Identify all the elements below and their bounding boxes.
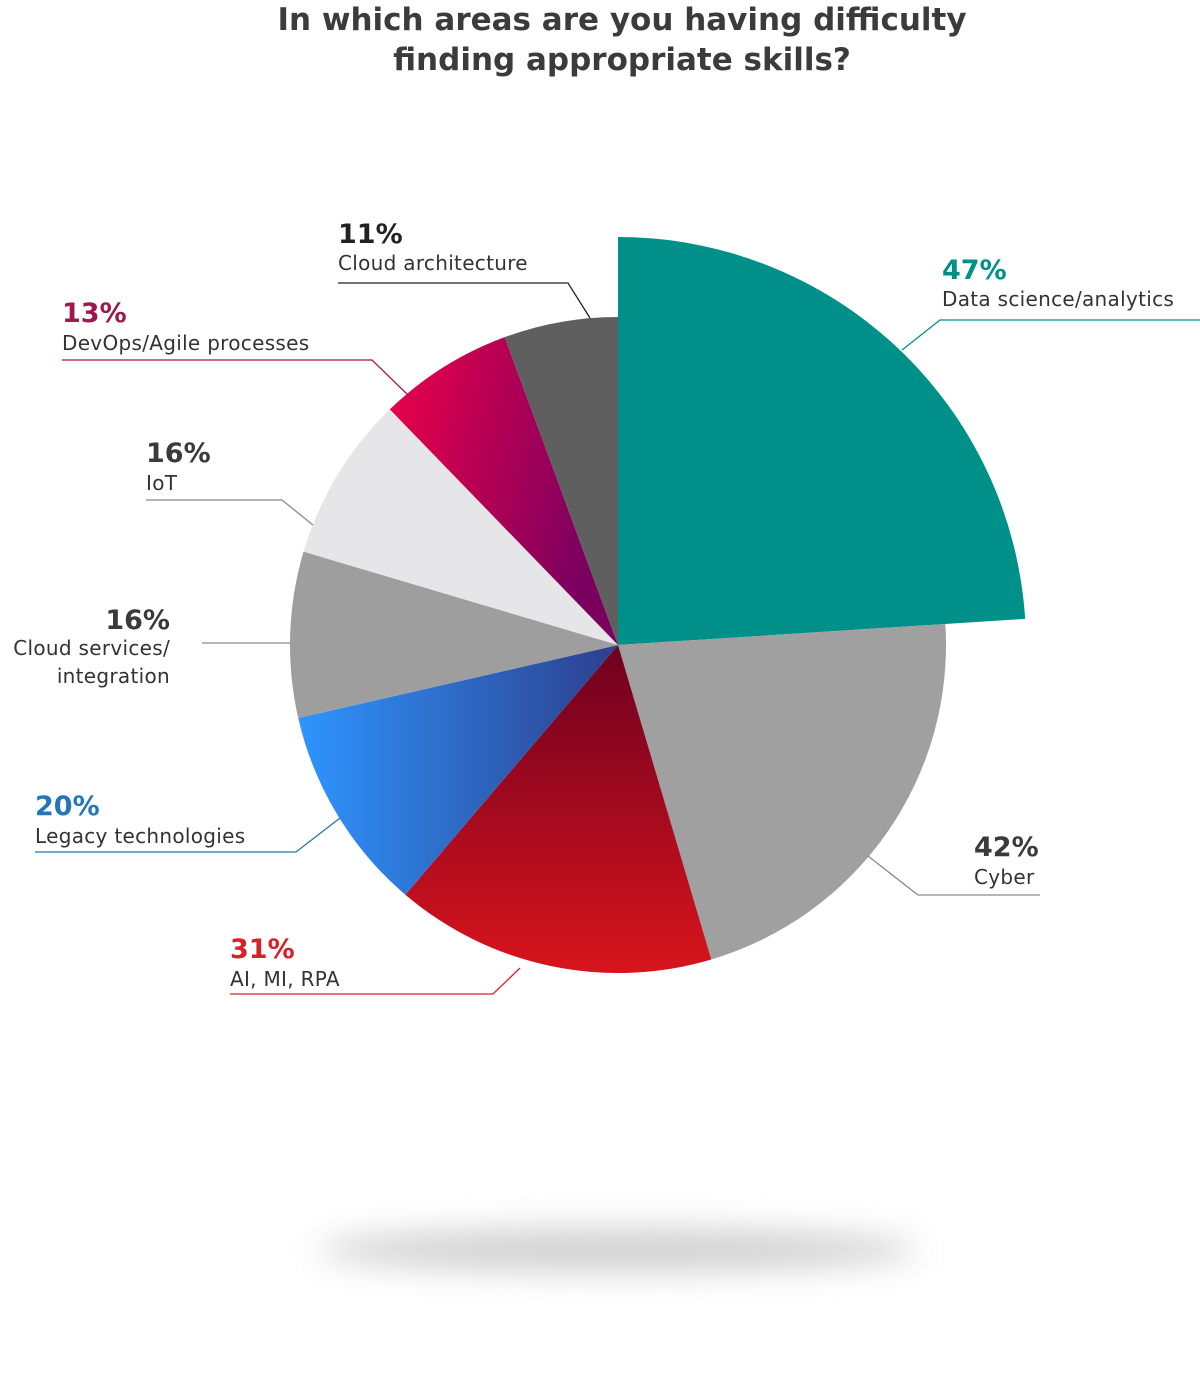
pie-slice-data-science <box>618 237 1026 645</box>
leader-line-cyber <box>867 855 1040 896</box>
pie-slices <box>289 237 1026 973</box>
label-iot: IoT <box>146 471 178 495</box>
pie-slice-cyber <box>618 623 947 960</box>
chart-title-line1: In which areas are you having difficulty <box>277 2 966 38</box>
pct-label-legacy: 20% <box>35 791 100 822</box>
leader-line-legacy <box>35 817 341 853</box>
pct-label-devops: 13% <box>62 298 127 329</box>
pie-slice-devops <box>389 337 618 645</box>
leader-lines <box>35 282 1200 995</box>
chart-title-line2: finding appropriate skills? <box>393 42 851 78</box>
pct-label-cloud-services: 16% <box>105 605 170 636</box>
pct-label-data-science: 47% <box>942 255 1007 286</box>
label-cyber: Cyber <box>974 865 1035 889</box>
label-cloud-services-line1: Cloud services/ <box>13 636 170 660</box>
leader-line-data-science <box>901 319 1200 351</box>
leader-line-ai <box>230 967 521 995</box>
pie-slice-cloud-services <box>289 551 618 718</box>
floor-shadow <box>318 1228 918 1272</box>
pie-slice-ai <box>405 645 712 973</box>
pct-label-ai: 31% <box>230 934 295 965</box>
pie-slice-cloud-architecture <box>504 317 618 645</box>
pct-label-cloud-architecture: 11% <box>338 219 403 250</box>
pie-slice-legacy <box>298 645 618 895</box>
label-data-science: Data science/analytics <box>942 287 1174 311</box>
pct-label-iot: 16% <box>146 438 211 469</box>
label-cloud-architecture: Cloud architecture <box>338 251 528 275</box>
pie-slice-iot <box>303 409 618 645</box>
label-devops: DevOps/Agile processes <box>62 331 309 355</box>
leader-line-devops <box>62 359 409 396</box>
pct-label-cyber: 42% <box>974 832 1039 863</box>
label-ai: AI, MI, RPA <box>230 967 340 991</box>
label-cloud-services-line2: integration <box>57 664 170 688</box>
leader-line-iot <box>146 499 314 526</box>
label-legacy: Legacy technologies <box>35 824 245 848</box>
leader-line-cloud-architecture <box>338 282 591 319</box>
